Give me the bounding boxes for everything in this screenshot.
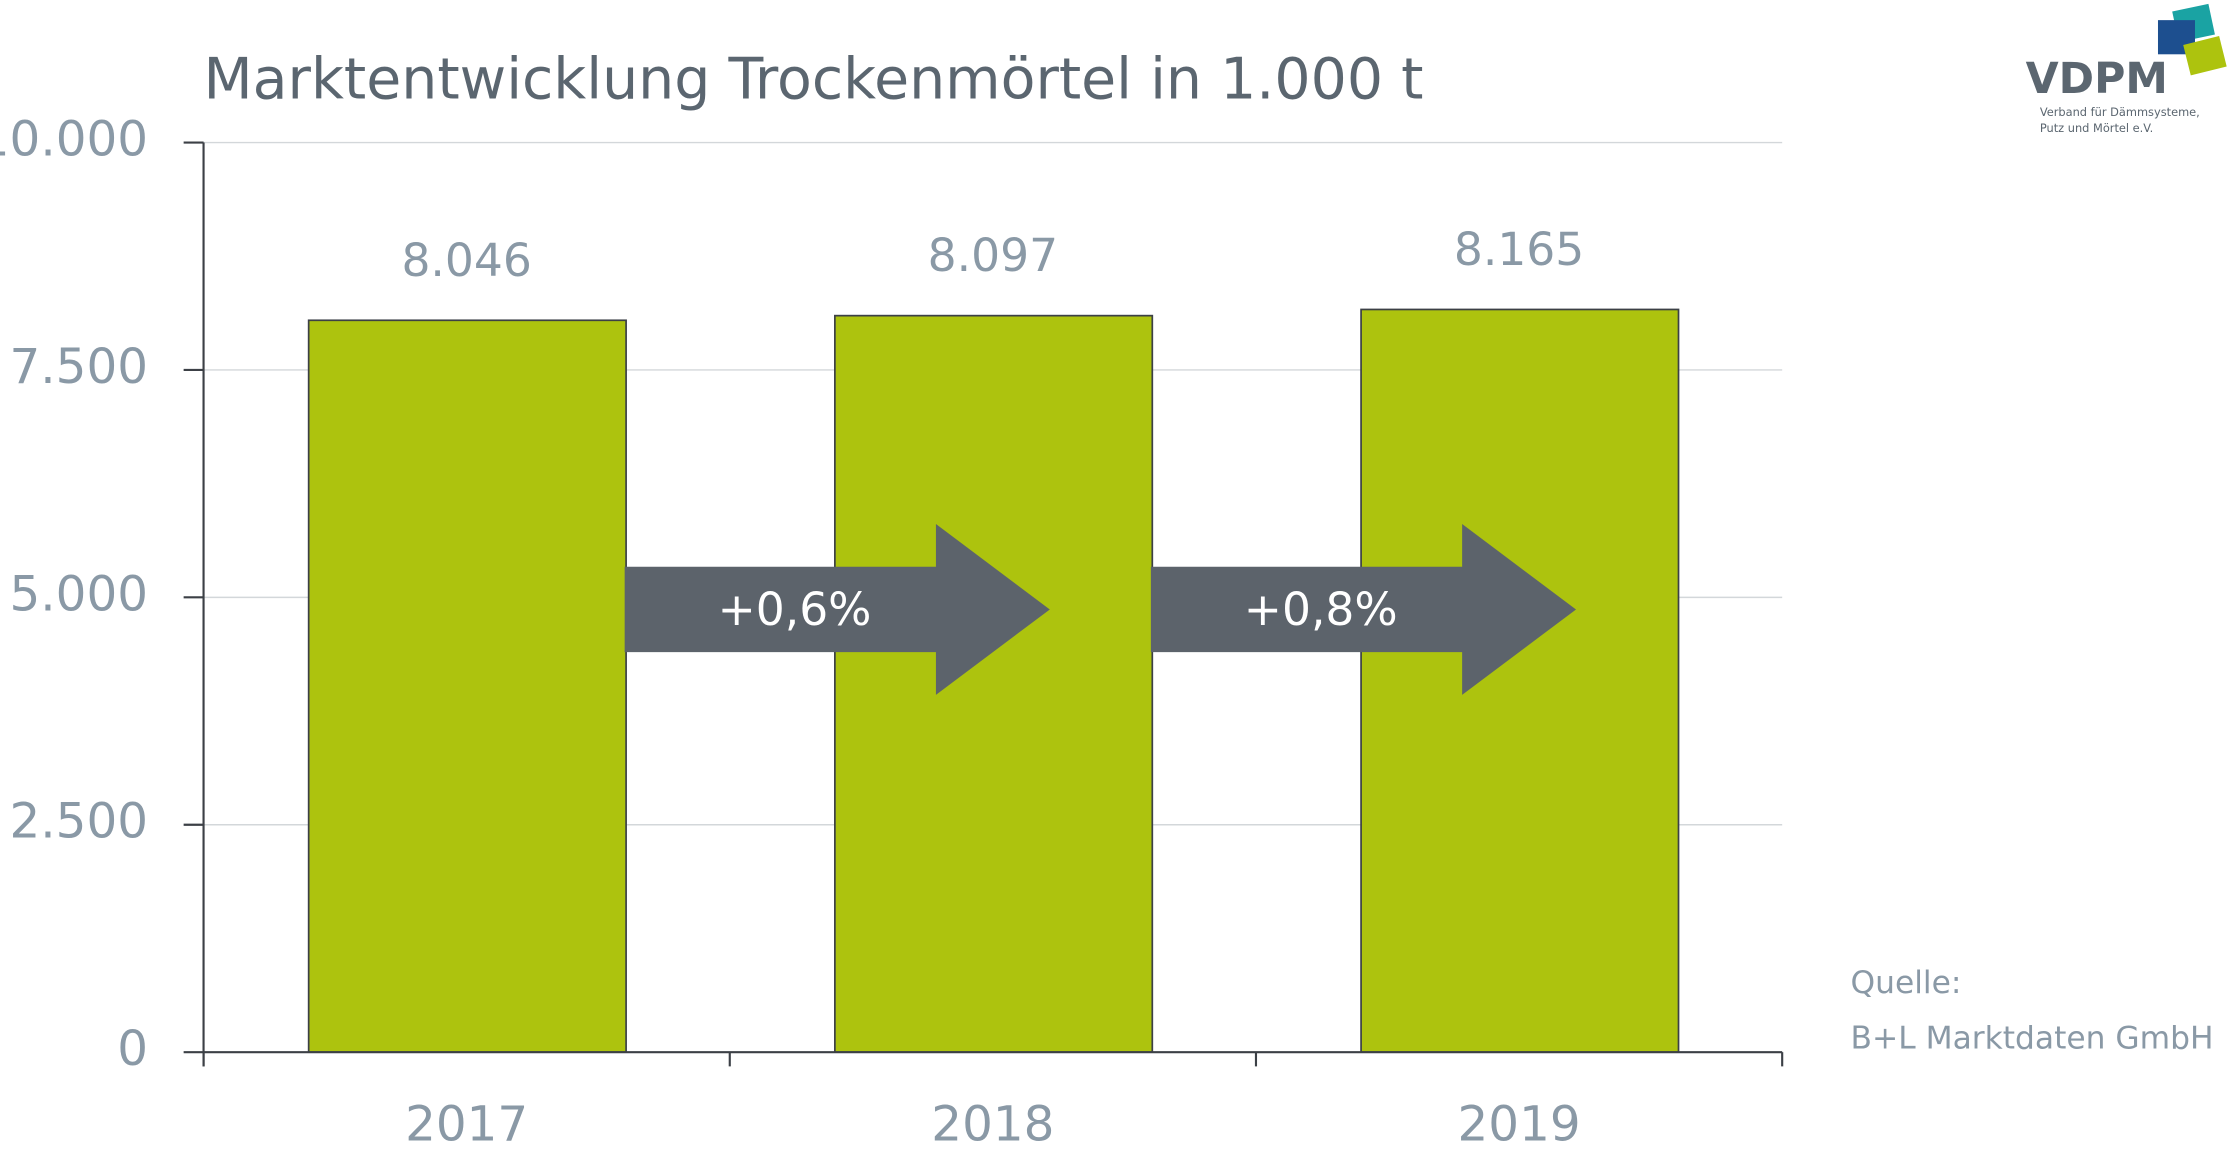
growth-label: +0,8% — [1244, 583, 1398, 636]
source-label: Quelle: — [1851, 965, 1962, 1001]
bar — [1360, 308, 1680, 1054]
chart-title: Marktentwicklung Trockenmörtel in 1.000 … — [204, 46, 1424, 112]
x-tick-label: 2017 — [405, 1097, 528, 1152]
bar — [307, 319, 627, 1054]
y-tick-label: 7.500 — [10, 339, 149, 395]
y-tick-label: 0 — [117, 1021, 148, 1077]
logo-text: Putz und Mörtel e.V. — [2040, 121, 2153, 135]
y-tick-label: 5.000 — [10, 566, 149, 622]
logo-square — [2183, 36, 2227, 76]
y-tick-label: 2.500 — [10, 794, 149, 850]
growth-label: +0,6% — [718, 583, 872, 636]
value-label: 8.165 — [1454, 223, 1584, 276]
logo: VDPM Verband für Dämmsysteme, Putz und M… — [2026, 3, 2227, 135]
bar — [834, 314, 1154, 1054]
x-tick-label: 2019 — [1458, 1097, 1581, 1152]
source-text: B+L Marktdaten GmbH — [1851, 1020, 2214, 1056]
value-label: 8.097 — [928, 229, 1058, 282]
y-tick-label: 10.000 — [0, 112, 148, 168]
logo-name: VDPM — [2026, 54, 2168, 104]
x-tick-label: 2018 — [931, 1097, 1054, 1152]
value-label: 8.046 — [401, 234, 531, 287]
logo-text: Verband für Dämmsysteme, — [2040, 105, 2200, 119]
